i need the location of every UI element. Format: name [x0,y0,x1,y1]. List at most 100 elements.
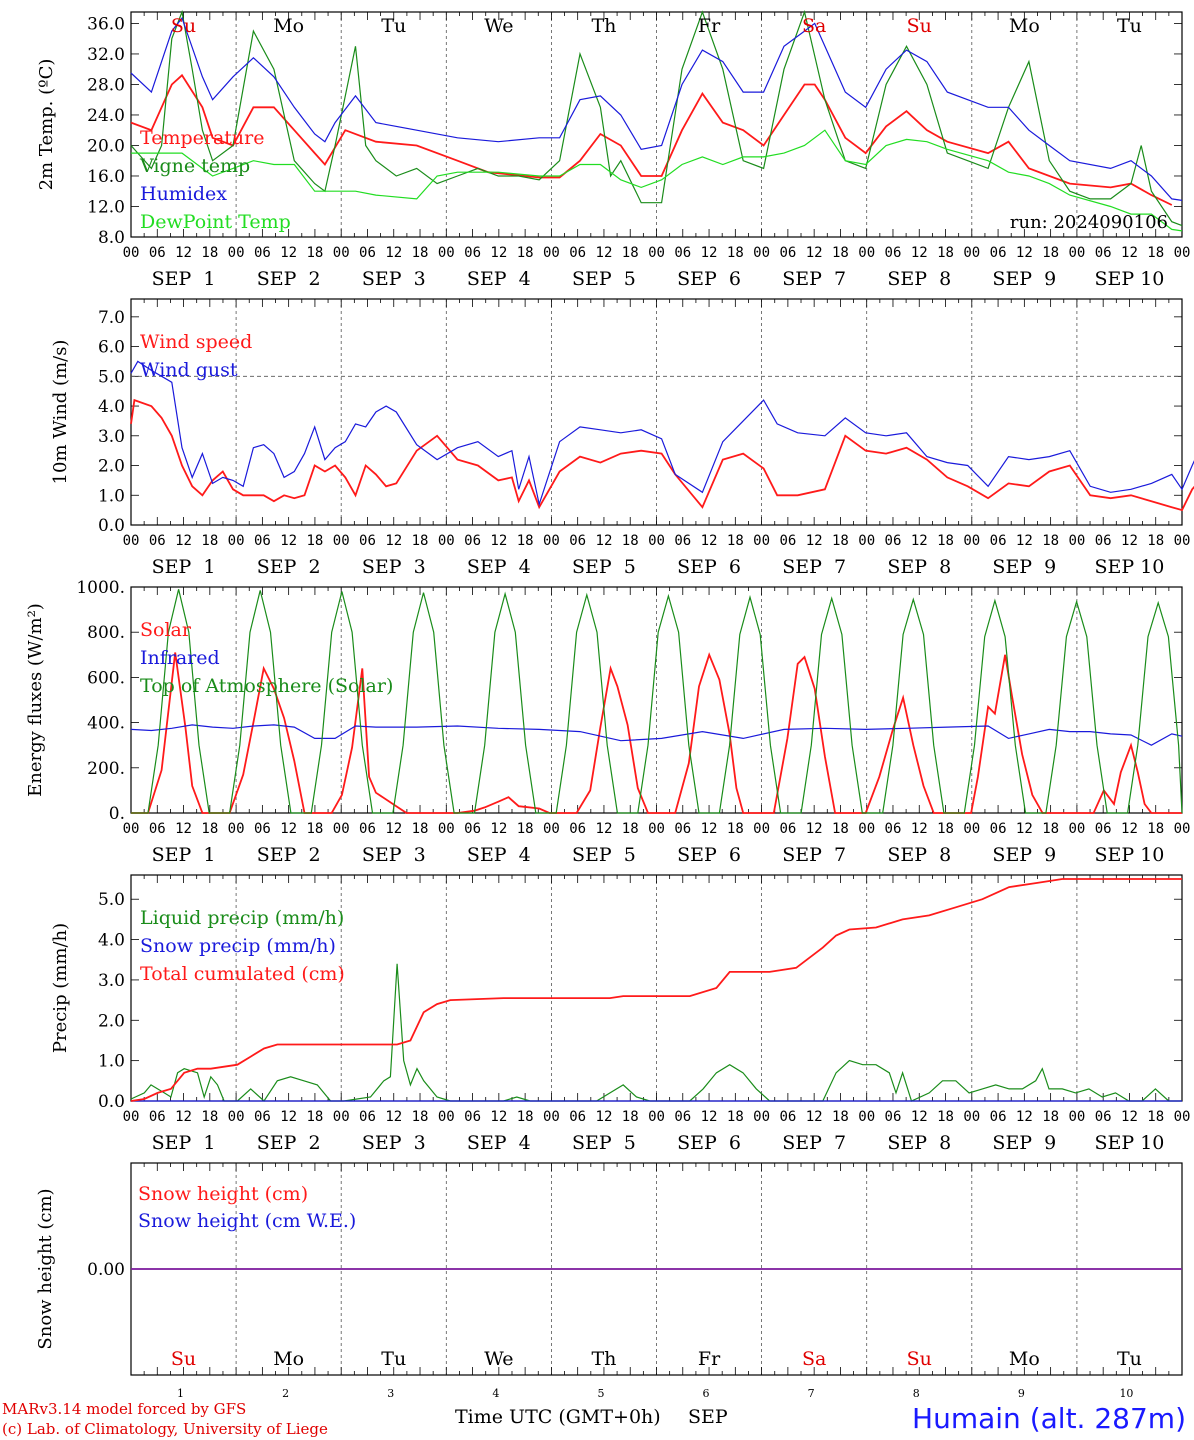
series-line-vigne-temp [130,9,1183,227]
y-tick-label: 2.0 [98,1011,125,1031]
y-axis-title: Energy fluxes (W/m²) [25,603,46,797]
hour-tick-label: 00 [333,1109,350,1125]
hour-tick-label: 00 [543,533,560,549]
series-line-dewpoint-temp [131,129,1183,232]
hour-tick-label: 18 [1042,533,1059,549]
hour-tick-label: 18 [306,533,323,549]
hour-tick-label: 18 [832,1109,849,1125]
hour-tick-label: 00 [753,533,770,549]
hour-tick-label: 06 [674,821,691,837]
hour-tick-label: 18 [622,1109,639,1125]
hour-tick-label: 18 [937,1109,954,1125]
date-label: SEP 4 [467,556,531,578]
hour-tick-label: 18 [517,533,534,549]
date-label: SEP 1 [152,268,216,290]
hour-tick-label: 06 [254,533,271,549]
day-label: We [484,15,513,37]
hour-tick-label: 18 [201,533,218,549]
day-label: Tu [381,1348,406,1370]
hour-tick-label: 12 [280,821,297,837]
hour-tick-label: 00 [963,245,980,261]
hour-tick-label: 06 [149,821,166,837]
hour-tick-label: 00 [333,533,350,549]
day-number: 3 [387,1387,394,1400]
hour-tick-label: 06 [674,533,691,549]
y-tick-label: 4.0 [98,931,125,951]
y-tick-label: 7.0 [98,308,125,328]
day-label: Sa [802,1348,826,1370]
hour-tick-label: 00 [858,821,875,837]
hour-tick-label: 18 [622,245,639,261]
hour-tick-label: 18 [517,821,534,837]
date-label: SEP 10 [1095,268,1165,290]
day-number: 9 [1018,1387,1025,1400]
day-label: Mo [273,15,304,37]
hour-tick-label: 06 [885,1109,902,1125]
date-label: SEP 3 [362,556,426,578]
hour-tick-label: 18 [1042,1109,1059,1125]
date-label: SEP 6 [677,268,741,290]
hour-tick-label: 06 [1095,821,1112,837]
day-label: Tu [1117,15,1142,37]
hour-tick-label: 00 [543,245,560,261]
date-label: SEP 2 [257,844,321,866]
series-line-wind-speed [130,398,1194,512]
hour-tick-label: 12 [1016,245,1033,261]
hour-tick-label: 18 [937,821,954,837]
y-tick-label: 16.0 [87,167,125,187]
date-label: SEP 4 [467,1132,531,1154]
run-annotation: run: 2024090106 [1010,212,1168,233]
hour-tick-label: 00 [438,1109,455,1125]
series-line-infrared [130,724,1183,746]
hour-tick-label: 06 [885,821,902,837]
hour-tick-label: 00 [438,533,455,549]
lab-credit: (c) Lab. of Climatology, University of L… [2,1420,328,1438]
hour-tick-label: 18 [412,245,429,261]
hour-tick-label: 00 [858,533,875,549]
hour-tick-label: 18 [622,533,639,549]
legend-wind-gust: Wind gust [140,359,238,381]
y-tick-label: 28.0 [87,75,125,95]
date-label: SEP 2 [257,556,321,578]
date-label: SEP 7 [782,1132,846,1154]
hour-tick-label: 00 [858,1109,875,1125]
hour-tick-label: 06 [569,1109,586,1125]
date-label: SEP 1 [152,556,216,578]
hour-tick-label: 06 [779,821,796,837]
hour-tick-label: 00 [543,1109,560,1125]
hour-tick-label: 18 [937,533,954,549]
hour-tick-label: 00 [438,245,455,261]
day-label: Su [171,15,196,37]
day-label: Mo [1009,15,1040,37]
y-tick-label: 600. [87,668,125,688]
hour-tick-label: 18 [727,1109,744,1125]
hour-tick-label: 12 [280,533,297,549]
hour-tick-label: 00 [1068,245,1085,261]
legend-infrared: Infrared [140,647,220,669]
legend-wind-speed: Wind speed [140,331,252,353]
hour-tick-label: 00 [228,245,245,261]
hour-tick-label: 18 [727,533,744,549]
hour-tick-label: 18 [832,533,849,549]
hour-tick-label: 12 [911,821,928,837]
panel-5 [130,1162,1183,1376]
model-credit: MARv3.14 model forced by GFS [2,1400,247,1418]
hour-tick-label: 06 [569,821,586,837]
hour-tick-label: 18 [306,821,323,837]
hour-tick-label: 12 [911,245,928,261]
panel-2 [130,298,1194,526]
hour-tick-label: 12 [596,1109,613,1125]
date-label: SEP 5 [572,844,636,866]
hour-tick-label: 00 [333,245,350,261]
date-label: SEP 9 [992,844,1056,866]
legend-total-cumulated-cm-: Total cumulated (cm) [140,963,345,985]
day-number: 5 [597,1387,604,1400]
hour-tick-label: 12 [175,1109,192,1125]
hour-tick-label: 00 [648,245,665,261]
hour-tick-label: 18 [1147,1109,1164,1125]
hour-tick-label: 00 [228,821,245,837]
hour-tick-label: 18 [412,1109,429,1125]
hour-tick-label: 00 [1174,821,1191,837]
hour-tick-label: 18 [1147,533,1164,549]
hour-tick-label: 06 [779,533,796,549]
